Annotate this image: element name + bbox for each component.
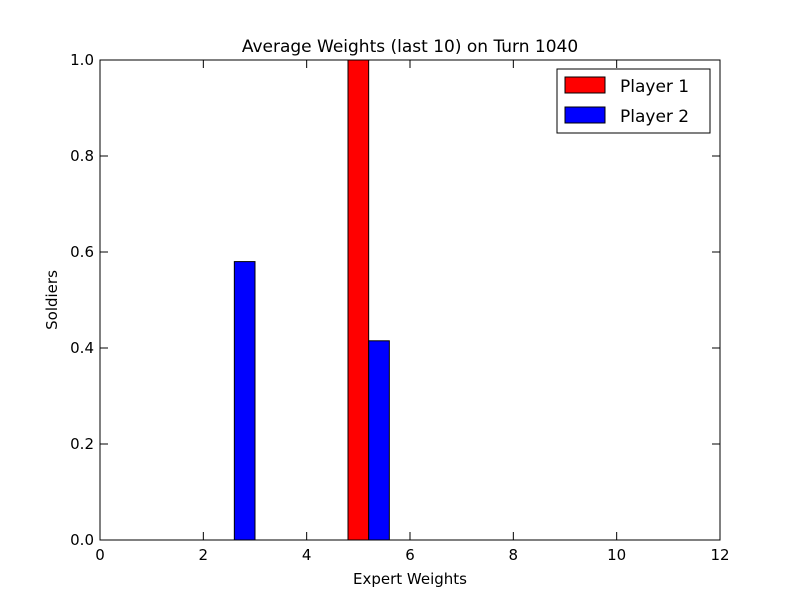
x-tick-label: 10 <box>607 546 626 564</box>
legend: Player 1 Player 2 <box>556 68 711 134</box>
x-tick-label: 12 <box>710 546 729 564</box>
chart-title: Average Weights (last 10) on Turn 1040 <box>242 37 578 57</box>
y-tick-label: 0.4 <box>70 339 94 357</box>
x-tick-label: 6 <box>405 546 415 564</box>
bar-player-1-5 <box>347 59 370 541</box>
y-axis-label: Soldiers <box>43 270 61 330</box>
legend-label-player-1: Player 1 <box>620 77 689 97</box>
bars-layer <box>233 59 390 541</box>
bar-player-2-5 <box>368 340 390 541</box>
legend-label-player-2: Player 2 <box>620 107 689 127</box>
x-axis-label: Expert Weights <box>353 570 467 588</box>
x-tick-label: 8 <box>509 546 519 564</box>
x-tick-label: 4 <box>302 546 312 564</box>
legend-swatch-player-1 <box>564 76 606 94</box>
x-tick-label: 2 <box>199 546 209 564</box>
bar-player-2-2 <box>233 261 256 541</box>
y-tick-label: 0.6 <box>70 243 94 261</box>
y-tick-label: 0.0 <box>70 531 94 549</box>
y-tick-label: 1.0 <box>70 51 94 69</box>
axis-ticks: 0 2 4 6 8 10 12 0.0 0.2 0.4 0.6 0.8 1.0 <box>70 51 729 564</box>
y-tick-label: 0.8 <box>70 147 94 165</box>
x-tick-label: 0 <box>95 546 105 564</box>
legend-swatch-player-2 <box>564 106 606 124</box>
y-tick-label: 0.2 <box>70 435 94 453</box>
